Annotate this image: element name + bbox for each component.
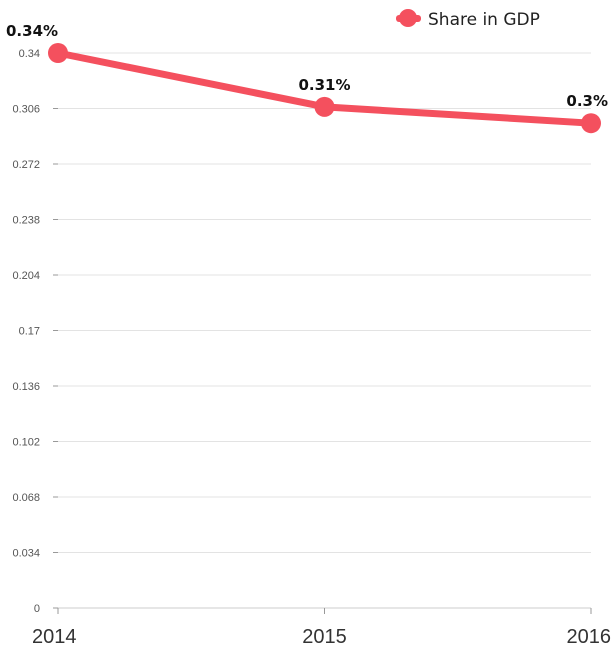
x-tick-label: 2015: [302, 626, 347, 648]
y-tick-label: 0.272: [12, 159, 40, 171]
y-tick-label: 0.136: [12, 381, 40, 393]
grid: [58, 52, 591, 609]
data-point: [48, 43, 68, 63]
x-axis: 2014 2015 2016: [32, 608, 611, 648]
data-point: [581, 113, 601, 134]
data-label: 0.34%: [6, 22, 58, 40]
data-label: 0.3%: [566, 92, 608, 110]
y-tick-label: 0.204: [12, 270, 40, 282]
legend: Share in GDP: [396, 9, 540, 30]
y-tick-label: 0.306: [12, 104, 40, 116]
y-tick-label: 0.34: [19, 48, 40, 60]
y-tick-label: 0.034: [12, 548, 40, 560]
series-layer: 0.34% 0.31% 0.3%: [6, 22, 608, 134]
y-tick-label: 0.102: [12, 437, 40, 449]
data-label: 0.31%: [298, 76, 350, 94]
y-tick-label: 0: [34, 603, 40, 615]
legend-marker: [399, 9, 417, 27]
y-tick-label: 0.238: [12, 215, 40, 227]
y-tick-label: 0.17: [19, 326, 40, 338]
x-tick-label: 2014: [32, 626, 77, 648]
x-tick-label: 2016: [567, 626, 611, 648]
data-point: [314, 96, 335, 117]
legend-label: Share in GDP: [428, 10, 540, 30]
y-axis-ticks: 0 0.034 0.068 0.102 0.136 0.17 0.204 0.238 0.272…: [12, 48, 58, 615]
y-tick-label: 0.068: [12, 492, 40, 504]
